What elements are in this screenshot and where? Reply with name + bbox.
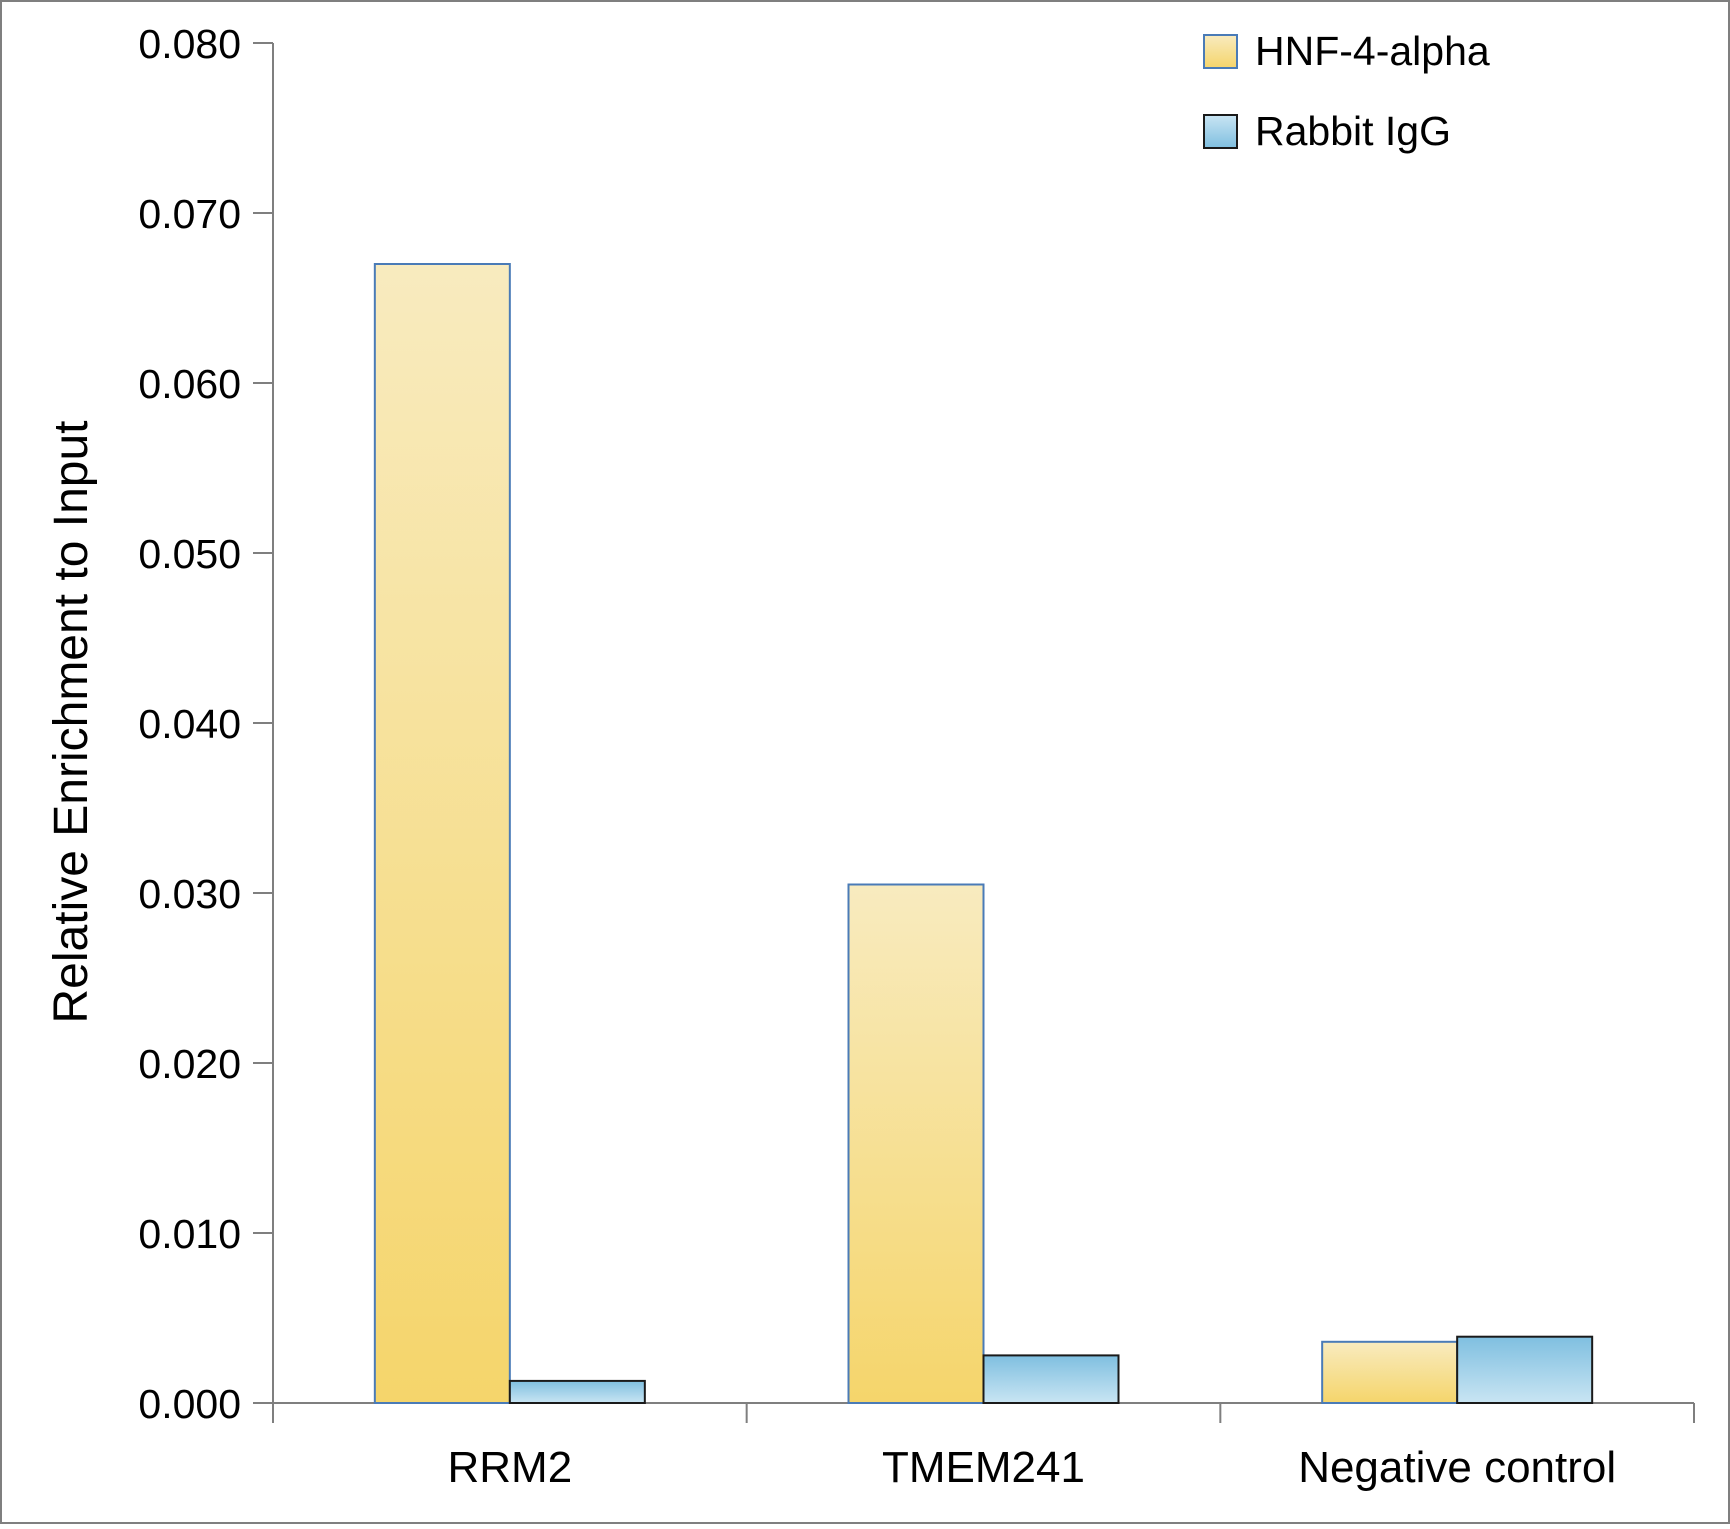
legend-swatch [1203, 114, 1238, 149]
bar-hnf-4-alpha-negative-control [1321, 1340, 1459, 1405]
y-tick-label: 0.050 [138, 531, 241, 577]
bar-rabbit-igg-negative-control [1456, 1335, 1594, 1404]
bar-hnf-4-alpha-rrm2 [373, 263, 511, 1404]
bar-hnf-4-alpha-tmem241 [847, 883, 985, 1404]
y-tick-label: 0.030 [138, 871, 241, 917]
y-tick-label: 0.060 [138, 361, 241, 407]
y-tick-label: 0.000 [138, 1381, 241, 1427]
y-tick-label: 0.070 [138, 191, 241, 237]
y-tick-label: 0.020 [138, 1041, 241, 1087]
legend-swatch [1203, 34, 1238, 69]
x-tick-label: Negative control [1298, 1443, 1616, 1492]
x-tick-label: RRM2 [447, 1443, 572, 1492]
legend-label: Rabbit IgG [1255, 108, 1451, 154]
y-tick-label: 0.040 [138, 701, 241, 747]
legend: HNF-4-alpha Rabbit IgG [1203, 28, 1490, 154]
y-axis-label: Relative Enrichment to Input [45, 421, 98, 1024]
x-tick-label: TMEM241 [882, 1443, 1085, 1492]
bar-rabbit-igg-rrm2 [508, 1379, 646, 1405]
plot-area: 0.000 0.010 0.020 0.030 0.040 0.050 0.060 0.070… [138, 21, 1695, 1492]
legend-label: HNF-4-alpha [1255, 28, 1490, 74]
y-tick-label: 0.010 [138, 1211, 241, 1257]
bar-rabbit-igg-tmem241 [982, 1354, 1120, 1405]
y-tick-label: 0.080 [138, 21, 241, 67]
